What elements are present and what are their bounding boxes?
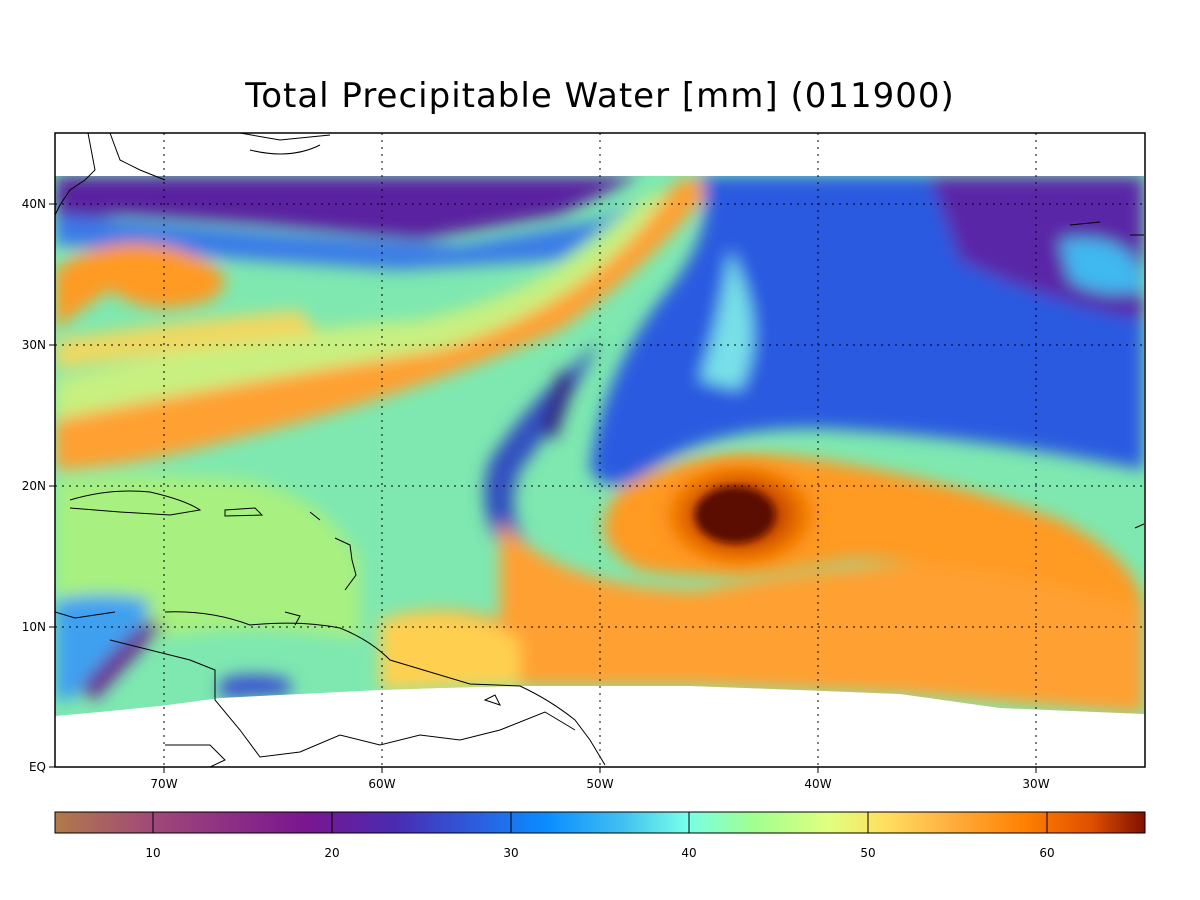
lat-label-10n: 10N — [22, 620, 46, 634]
colorbar-label-30: 30 — [503, 846, 518, 860]
colorbar-ticks — [152, 812, 1048, 833]
tpw-field — [55, 176, 1144, 716]
coastlines — [55, 133, 1145, 767]
colorbar-label-10: 10 — [145, 846, 160, 860]
lon-label-60w: 60W — [368, 777, 395, 791]
colorbar-label-50: 50 — [860, 846, 875, 860]
lon-label-30w: 30W — [1022, 777, 1049, 791]
colorbar-label-20: 20 — [324, 846, 339, 860]
colorbar — [54, 811, 1146, 834]
lon-label-50w: 50W — [586, 777, 613, 791]
lat-label-30n: 30N — [22, 338, 46, 352]
lat-label-40n: 40N — [22, 197, 46, 211]
colorbar-label-40: 40 — [681, 846, 696, 860]
lat-label-eq: EQ — [29, 760, 46, 774]
axis-ticks — [49, 203, 1037, 773]
lat-label-20n: 20N — [22, 479, 46, 493]
colorbar-label-60: 60 — [1039, 846, 1054, 860]
lon-label-40w: 40W — [804, 777, 831, 791]
lon-label-70w: 70W — [150, 777, 177, 791]
map-title: Total Precipitable Water [mm] (011900) — [245, 76, 955, 116]
graticule — [55, 133, 1145, 767]
